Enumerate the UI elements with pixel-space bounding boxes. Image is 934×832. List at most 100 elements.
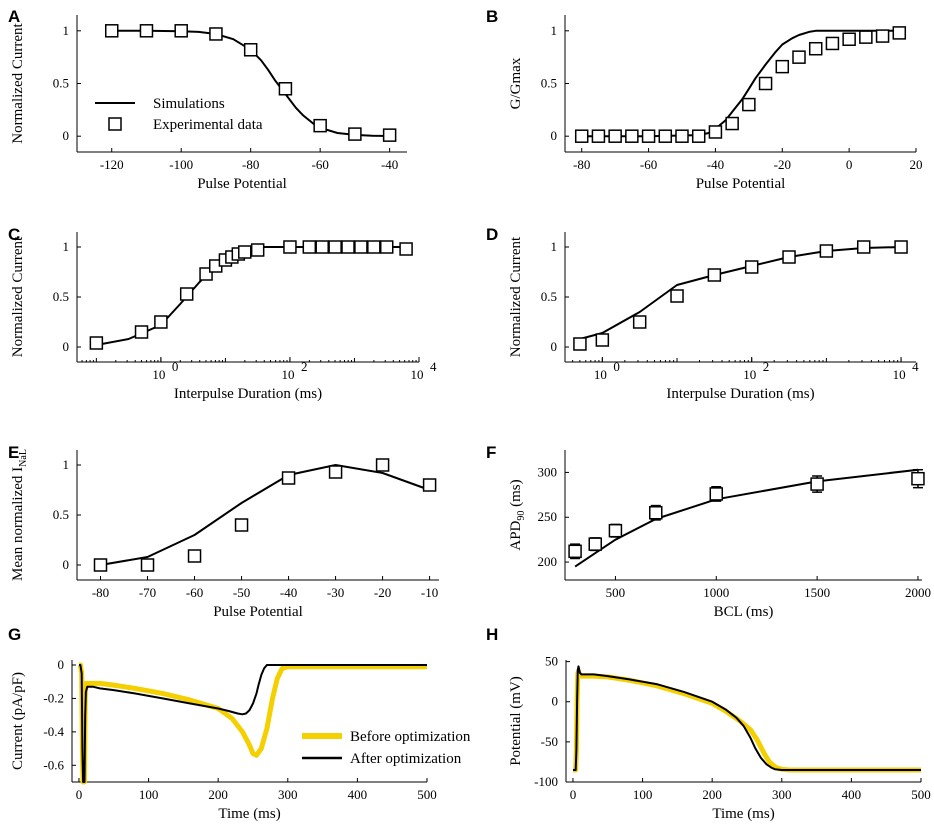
data-point-square bbox=[842, 32, 856, 46]
x-tick-label: -60 bbox=[311, 157, 328, 172]
x-tick-label: -40 bbox=[707, 157, 724, 172]
panel-A: A 0 0.5 1 -120 -100 -80 -60 -40 Pulse Potential No… bbox=[8, 7, 407, 192]
data-point-square bbox=[782, 250, 796, 264]
data-point-square bbox=[234, 518, 249, 532]
x-tick-label: 1500 bbox=[804, 585, 830, 600]
y-tick-label: 1 bbox=[63, 239, 70, 254]
x-tick-label: 500 bbox=[911, 787, 931, 802]
data-point-square bbox=[649, 506, 663, 520]
y-tick-label: 0.5 bbox=[53, 507, 69, 522]
x-tick-label: -40 bbox=[280, 585, 297, 600]
data-point-square bbox=[140, 558, 155, 572]
y-tick-label: -0.4 bbox=[43, 724, 64, 739]
y-axis-label: Potential (mV) bbox=[508, 676, 524, 766]
y-tick-label: 1 bbox=[63, 23, 70, 38]
x-tick-label: 10 bbox=[743, 367, 756, 382]
data-point-square bbox=[187, 549, 202, 563]
x-axis-label: Interpulse Duration (ms) bbox=[174, 386, 322, 402]
data-point-square bbox=[278, 82, 293, 96]
y-axis-label: Current (pA/pF) bbox=[10, 672, 26, 770]
panel-label-B: B bbox=[486, 7, 498, 26]
x-axis-label: Pulse Potential bbox=[197, 176, 287, 192]
y-axis-label-main: Normalized Current bbox=[10, 22, 26, 143]
panel-D: D 0 0.5 1 10 0 10 2 10 4 Interpulse Duration (ms) N… bbox=[486, 225, 919, 402]
data-point-square bbox=[641, 129, 656, 143]
y-axis-label: Mean normalized INaL bbox=[10, 449, 29, 581]
data-point-square bbox=[709, 487, 724, 501]
legend-entry: Simulations bbox=[153, 96, 225, 112]
data-point-square bbox=[808, 41, 823, 56]
series-line-simulation bbox=[579, 246, 902, 340]
data-point-square bbox=[675, 129, 689, 143]
data-point-square bbox=[341, 240, 355, 254]
x-tick-label: -20 bbox=[374, 585, 391, 600]
x-axis-label: Pulse Potential bbox=[696, 176, 786, 192]
x-tick-label: 500 bbox=[417, 787, 437, 802]
data-point-square bbox=[328, 465, 343, 479]
data-point-square bbox=[658, 129, 673, 143]
x-axis-label: BCL (ms) bbox=[714, 604, 774, 620]
x-tick-label: 100 bbox=[139, 787, 159, 802]
y-tick-label: -0.6 bbox=[43, 757, 64, 772]
data-point-square bbox=[328, 240, 342, 254]
data-point-square bbox=[174, 24, 188, 38]
y-tick-label: 0 bbox=[63, 339, 70, 354]
x-tick-label: -50 bbox=[233, 585, 250, 600]
data-point-square bbox=[93, 558, 108, 572]
y-tick-label: -0.2 bbox=[43, 690, 64, 705]
y-tick-label: 0.5 bbox=[53, 289, 69, 304]
panel-label-F: F bbox=[486, 443, 496, 462]
data-point-square bbox=[375, 458, 390, 472]
data-point-square bbox=[399, 242, 413, 256]
x-tick-label: 0 bbox=[846, 157, 853, 172]
x-tick-label: 500 bbox=[606, 585, 626, 600]
x-tick-label: 200 bbox=[702, 787, 722, 802]
y-tick-label: 250 bbox=[538, 509, 558, 524]
series-line-simulation bbox=[581, 29, 900, 138]
data-point-square bbox=[568, 544, 582, 559]
x-tick-label: 20 bbox=[910, 157, 923, 172]
x-tick-exponent: 0 bbox=[172, 359, 179, 374]
x-tick-label: -60 bbox=[640, 157, 657, 172]
x-tick-label: -70 bbox=[139, 585, 156, 600]
x-tick-label: 400 bbox=[842, 787, 862, 802]
panel-G: G 0 -0.2 -0.4 -0.6 0 100 200 300 400 500 Time (ms) C… bbox=[8, 625, 471, 822]
data-point-square bbox=[315, 240, 329, 254]
x-tick-label: 10 bbox=[152, 367, 165, 382]
data-point-square bbox=[595, 333, 610, 347]
data-point-square bbox=[302, 240, 317, 254]
data-point-square bbox=[209, 27, 223, 41]
x-tick-label: -80 bbox=[92, 585, 109, 600]
y-axis-label-subscript: NaL bbox=[18, 449, 29, 467]
data-point-square bbox=[625, 129, 639, 143]
x-tick-label: 200 bbox=[208, 787, 228, 802]
y-tick-label: -50 bbox=[541, 734, 558, 749]
series-line-before-optimization bbox=[573, 668, 921, 773]
data-point-square bbox=[574, 129, 589, 143]
data-point-square bbox=[744, 260, 759, 274]
x-tick-label: 0 bbox=[76, 787, 83, 802]
y-axis-label-main: APD bbox=[508, 520, 524, 550]
x-axis-label: Time (ms) bbox=[712, 806, 774, 822]
x-tick-label: 0 bbox=[570, 787, 577, 802]
panel-label-C: C bbox=[8, 225, 20, 244]
data-point-square bbox=[573, 337, 587, 351]
y-tick-label: 0 bbox=[551, 128, 558, 143]
data-point-square bbox=[819, 244, 834, 258]
x-tick-label: 400 bbox=[348, 787, 368, 802]
x-axis-label: Interpulse Duration (ms) bbox=[666, 386, 814, 402]
y-tick-label: 0 bbox=[58, 657, 65, 672]
data-point-square bbox=[348, 127, 362, 141]
data-point-square bbox=[379, 240, 394, 254]
series-line-after-optimization bbox=[573, 665, 921, 771]
y-axis-label: APD90 (ms) bbox=[508, 479, 527, 550]
data-point-square bbox=[707, 268, 722, 282]
y-tick-label: 1 bbox=[551, 239, 558, 254]
data-point-square bbox=[825, 36, 840, 51]
x-tick-exponent: 4 bbox=[430, 359, 437, 374]
y-axis-label-main: G/Gmax bbox=[508, 57, 524, 109]
y-axis-label-main: Normalized Current bbox=[10, 236, 26, 357]
y-tick-label: 0 bbox=[63, 557, 70, 572]
data-point-square bbox=[588, 537, 603, 551]
